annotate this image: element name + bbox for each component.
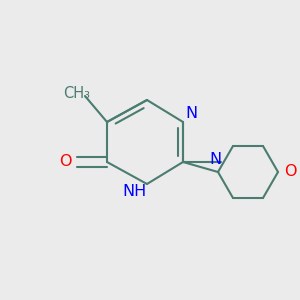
- Text: N: N: [185, 106, 197, 122]
- Text: O: O: [59, 154, 71, 169]
- Text: N: N: [209, 152, 221, 167]
- Text: O: O: [284, 164, 296, 179]
- Text: CH₃: CH₃: [64, 85, 91, 100]
- Text: NH: NH: [123, 184, 147, 200]
